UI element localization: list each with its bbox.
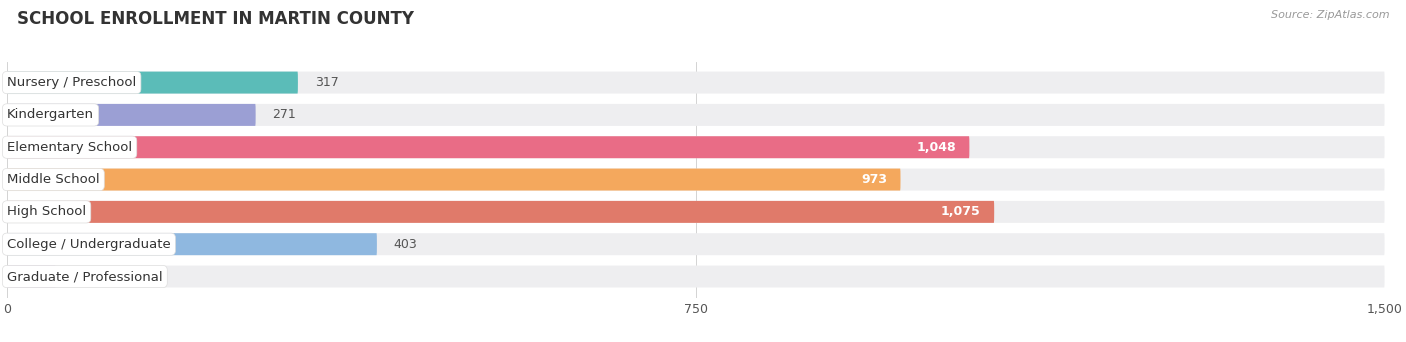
Text: 973: 973 [860,173,887,186]
Text: 1,075: 1,075 [941,206,981,219]
FancyBboxPatch shape [7,71,1385,94]
FancyBboxPatch shape [7,104,256,126]
Text: 317: 317 [315,76,339,89]
Text: Elementary School: Elementary School [7,141,132,154]
FancyBboxPatch shape [7,201,994,223]
Text: College / Undergraduate: College / Undergraduate [7,238,170,251]
FancyBboxPatch shape [7,136,1385,158]
FancyBboxPatch shape [7,265,1385,288]
FancyBboxPatch shape [7,169,1385,190]
Text: SCHOOL ENROLLMENT IN MARTIN COUNTY: SCHOOL ENROLLMENT IN MARTIN COUNTY [17,10,413,28]
Text: Graduate / Professional: Graduate / Professional [7,270,163,283]
FancyBboxPatch shape [7,201,1385,223]
FancyBboxPatch shape [7,265,55,288]
FancyBboxPatch shape [7,136,969,158]
FancyBboxPatch shape [7,71,298,94]
FancyBboxPatch shape [7,104,1385,126]
FancyBboxPatch shape [7,169,900,190]
FancyBboxPatch shape [7,233,1385,255]
Text: High School: High School [7,206,86,219]
Text: Kindergarten: Kindergarten [7,108,94,121]
Text: Middle School: Middle School [7,173,100,186]
Text: 403: 403 [394,238,418,251]
Text: Source: ZipAtlas.com: Source: ZipAtlas.com [1271,10,1389,20]
Text: 1,048: 1,048 [917,141,956,154]
Text: 271: 271 [273,108,297,121]
Text: 53: 53 [72,270,89,283]
FancyBboxPatch shape [7,233,377,255]
Text: Nursery / Preschool: Nursery / Preschool [7,76,136,89]
